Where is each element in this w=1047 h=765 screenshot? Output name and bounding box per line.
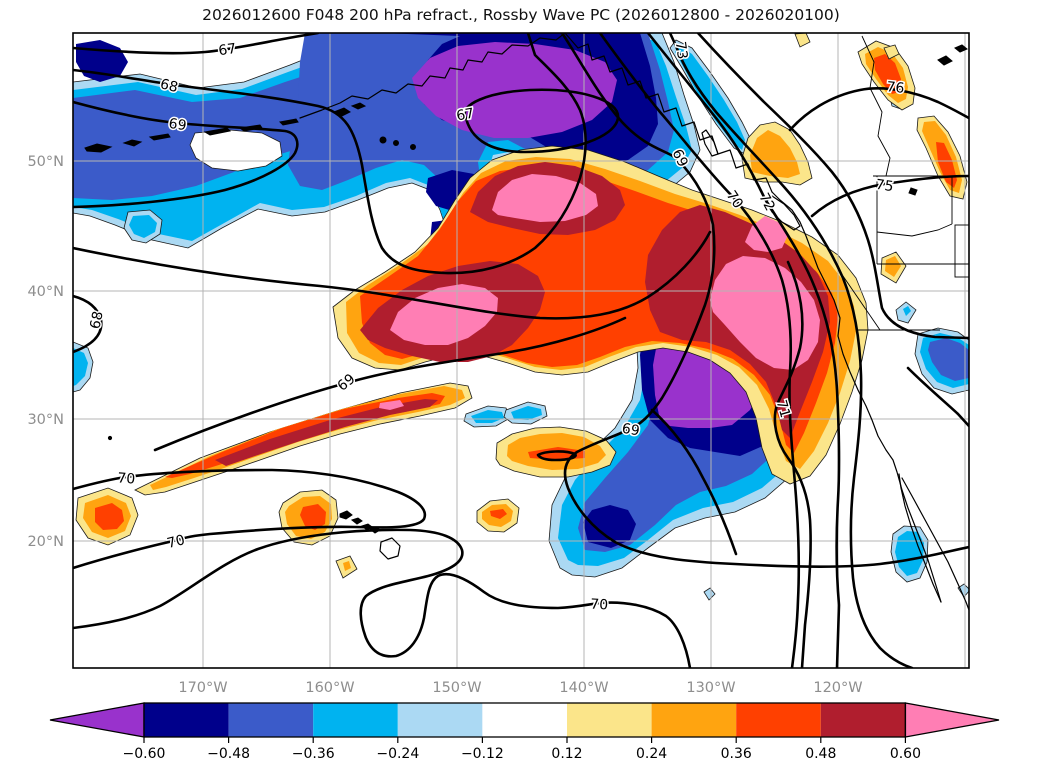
refraction-contour-lines [73, 33, 969, 668]
contour-label: 76 [886, 79, 905, 97]
y-tick-label: 30°N [27, 412, 64, 428]
contour-label: 69 [168, 116, 188, 134]
contour-label: 69 [621, 421, 641, 440]
x-tick-label: 130°W [686, 680, 735, 696]
colorbar-tick-label: 0.24 [636, 746, 667, 762]
colorbar-right-arrow [904, 702, 1000, 738]
colorbar-segment [651, 703, 737, 737]
plot-frame [72, 32, 970, 669]
lat-lon-gridlines [73, 33, 969, 668]
contour-label: 70 [590, 597, 609, 614]
x-axis: 170°W 160°W 150°W 140°W 130°W 120°W [178, 680, 862, 696]
y-tick-label: 50°N [27, 154, 64, 170]
colorbar-segment [482, 703, 567, 737]
contour-label: 75 [875, 177, 895, 195]
colorbar-tick-label: −0.12 [461, 746, 504, 762]
map-plot-area: 67 67 68 68 69 69 69 69 70 70 70 70 71 7… [73, 33, 969, 668]
x-tick-label: 160°W [305, 680, 354, 696]
colorbar-segment [567, 703, 652, 737]
colorbar-tick-label: −0.24 [376, 746, 419, 762]
x-tick-label: 150°W [432, 680, 481, 696]
colorbar: −0.60 −0.48 −0.36 −0.24 −0.12 0.12 0.24 … [49, 702, 1000, 762]
contour-label: 69 [335, 371, 359, 395]
colorbar-tick-label: 0.36 [721, 746, 752, 762]
colorbar-tick-label: 0.12 [551, 746, 582, 762]
contour-label: 67 [455, 106, 475, 125]
colorbar-segment [144, 703, 229, 737]
x-tick-label: 120°W [813, 680, 862, 696]
contour-line-labels: 67 67 68 68 69 69 69 69 70 70 70 70 71 7… [86, 39, 907, 615]
y-tick-label: 40°N [27, 284, 64, 300]
colorbar-tick-label: −0.36 [292, 746, 335, 762]
contour-label: 68 [158, 76, 179, 96]
positive-anomaly-fills [75, 33, 968, 579]
colorbar-left-arrow [49, 702, 145, 738]
colorbar-tick-label: 0.48 [805, 746, 836, 762]
colorbar-segment [820, 703, 906, 737]
colorbar-outline [143, 702, 907, 738]
contour-label: 68 [87, 310, 106, 331]
contour-label: 70 [165, 532, 186, 552]
contour-label: 67 [218, 41, 238, 59]
colorbar-tick-label: −0.48 [207, 746, 250, 762]
x-tick-label: 140°W [559, 680, 608, 696]
y-axis: 50°N 40°N 30°N 20°N [27, 154, 64, 550]
y-tick-label: 20°N [27, 534, 64, 550]
colorbar-segment [228, 703, 314, 737]
colorbar-segment [313, 703, 398, 737]
figure-title: 2026012600 F048 200 hPa refract., Rossby… [202, 6, 840, 24]
colorbar-segment [736, 703, 821, 737]
colorbar-tick-labels: −0.60 −0.48 −0.36 −0.24 −0.12 0.12 0.24 … [123, 746, 921, 762]
colorbar-segment [397, 703, 483, 737]
x-tick-label: 170°W [178, 680, 227, 696]
colorbar-tick-label: 0.60 [890, 746, 921, 762]
contour-label: 73 [672, 41, 690, 61]
contour-label: 71 [773, 398, 793, 420]
colorbar-tick-label: −0.60 [123, 746, 166, 762]
colorbar-ticks [143, 737, 907, 743]
contour-label: 70 [117, 470, 136, 487]
